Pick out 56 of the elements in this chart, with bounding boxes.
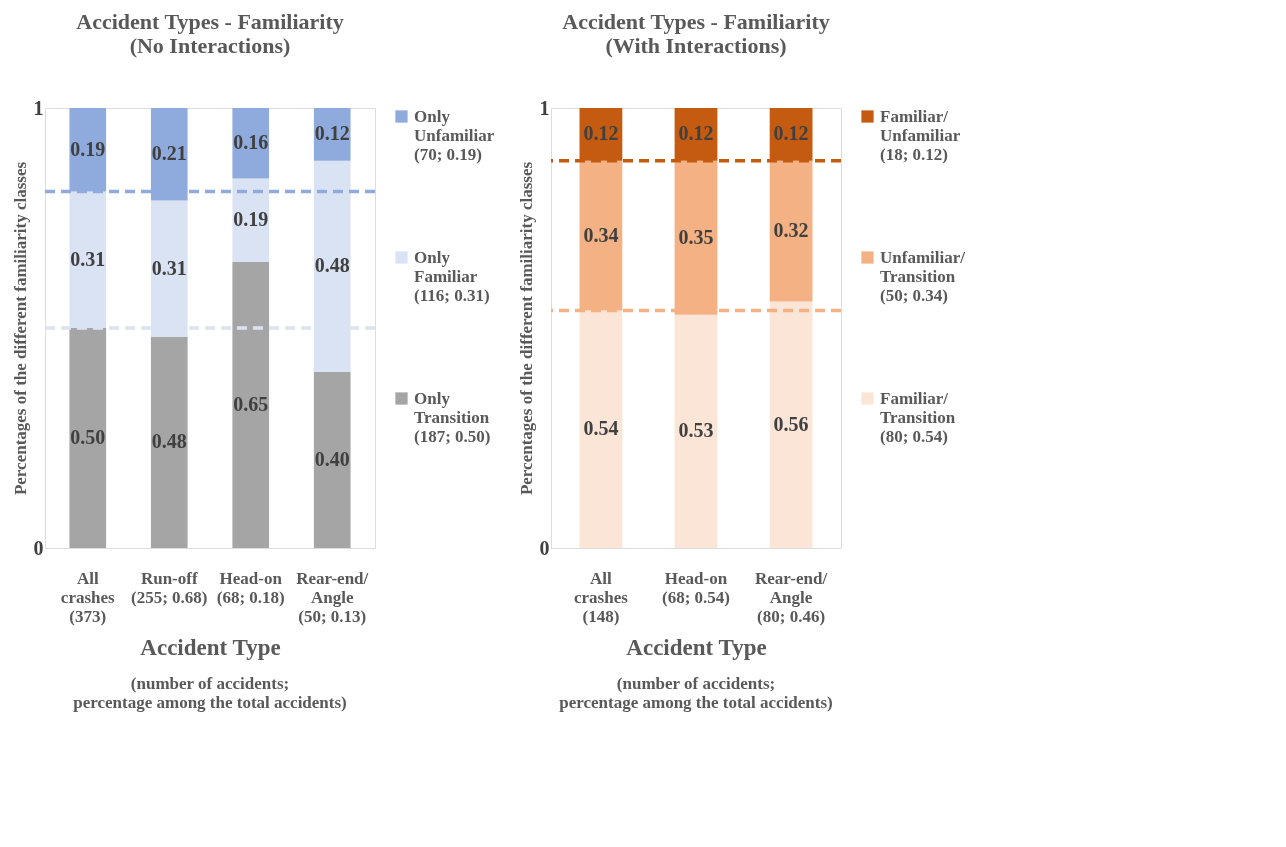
- data-label: 0.12: [773, 122, 809, 145]
- legend-label: Unfamiliar/ Transition (50; 0.34): [880, 247, 966, 305]
- bar: [769, 301, 813, 548]
- data-label: 0.48: [314, 254, 350, 277]
- bar: [674, 314, 718, 548]
- bar: [69, 328, 107, 548]
- y-axis-title: Percentages of the different familiarity classes: [516, 161, 536, 496]
- data-label: 0.21: [151, 142, 187, 165]
- chart-title: Accident Types - Familiarity (No Interactions): [76, 9, 344, 58]
- data-label: 0.32: [773, 219, 809, 242]
- data-label: 0.19: [233, 208, 269, 231]
- legend-label: Only Transition (187; 0.50): [414, 388, 491, 446]
- bar: [579, 310, 623, 548]
- bar: [769, 160, 813, 302]
- data-label: 0.12: [583, 122, 619, 145]
- data-label: 0.40: [314, 448, 350, 470]
- data-label: 0.48: [151, 430, 187, 453]
- chart-title: Accident Types - Familiarity (With Interactions): [562, 9, 830, 58]
- data-label: 0.56: [773, 412, 809, 435]
- legend-label: Familiar/ Unfamiliar (18; 0.12): [880, 106, 961, 164]
- bar: [232, 178, 270, 262]
- x-tick-label: Head-on (68; 0.54): [662, 568, 730, 607]
- y-axis-title: Percentages of the different familiarity classes: [10, 161, 30, 496]
- data-label: 0.34: [583, 223, 619, 246]
- data-label: 0.50: [70, 426, 106, 448]
- x-tick-label: Run-off (255; 0.68): [131, 568, 208, 607]
- data-label: 0.12: [678, 122, 714, 145]
- data-label: 0.19: [70, 137, 106, 160]
- data-label: 0.54: [583, 417, 619, 440]
- x-tick-label: Head-on (68; 0.18): [216, 568, 285, 607]
- data-label: 0.31: [151, 256, 187, 279]
- x-tick-label: Rear-end/ Angle (80; 0.46): [755, 568, 828, 626]
- data-label: 0.16: [233, 131, 269, 154]
- bar: [150, 336, 188, 548]
- bar: [232, 108, 270, 179]
- text: (number of accidents; percentage among the total accidents): [73, 674, 347, 712]
- bar: [232, 262, 270, 548]
- text: (number of accidents; percentage among the total accidents): [559, 674, 833, 712]
- legend-label: Only Unfamiliar (70; 0.19): [414, 106, 495, 164]
- y-tick-label: 1: [539, 96, 550, 119]
- legend-label: Only Familiar (116; 0.31): [414, 247, 490, 305]
- data-label: 0.65: [233, 393, 269, 415]
- data-label: 0.31: [70, 247, 106, 270]
- y-tick-label: 0: [33, 536, 44, 559]
- legend-label: Familiar/ Transition (80; 0.54): [880, 388, 956, 446]
- data-label: 0.35: [678, 225, 714, 248]
- data-label: 0.53: [678, 419, 714, 442]
- x-tick-label: All crashes (373): [60, 568, 116, 626]
- x-axis-title: Accident Type: [140, 634, 281, 660]
- y-tick-label: 1: [33, 96, 44, 119]
- bar: [313, 372, 351, 548]
- y-tick-label: 0: [539, 536, 550, 559]
- x-tick-label: Rear-end/ Angle (50; 0.13): [296, 568, 369, 626]
- x-axis-title: Accident Type: [626, 634, 767, 660]
- data-label: 0.12: [314, 122, 350, 145]
- x-tick-label: All crashes (148): [574, 568, 629, 626]
